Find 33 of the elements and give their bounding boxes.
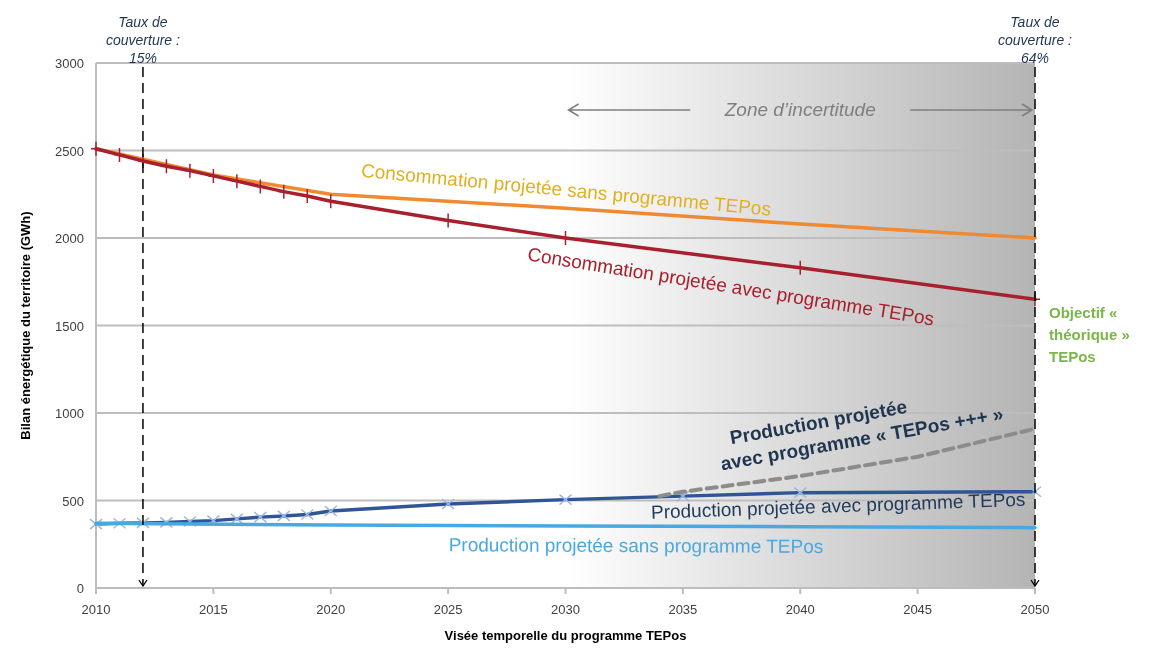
x-tick-label: 2010 (81, 602, 111, 617)
x-tick-label: 2045 (903, 602, 933, 617)
x-tick-label: 2015 (198, 602, 228, 617)
text: Production projetée avec programme « TEPos +++ » (718, 395, 1005, 475)
point (113, 147, 126, 163)
y-tick-label: 2500 (55, 143, 84, 159)
series-label: Production projetée avec programme TEPos (650, 488, 1026, 523)
x-tick-label: 2025 (433, 602, 463, 617)
y-tick-label: 1000 (55, 406, 84, 421)
band-label: Zone d’incertitude (723, 99, 876, 120)
point (442, 212, 454, 229)
y-tick-label: 0 (76, 581, 84, 596)
point (207, 168, 220, 184)
y-tick-label: 1500 (55, 318, 84, 334)
series-label: Production projetée sans programme TEPos (448, 534, 824, 558)
text: Objectif « théorique » TEPos (1049, 304, 1130, 365)
x-tick-label: 2035 (668, 602, 698, 617)
point (254, 178, 267, 195)
x-tick-label: 2050 (1020, 602, 1050, 617)
annotation: Taux de couverture : 15% (105, 14, 181, 66)
point (231, 173, 243, 189)
x-tick-label: 2020 (316, 602, 346, 617)
x-tick-label: 2040 (785, 602, 815, 617)
y-tick-label: 500 (62, 493, 84, 509)
y-tick-label: 2000 (55, 231, 84, 246)
y-axis-title: Bilan énergétique du territoire (GWh) (18, 211, 33, 440)
point (90, 141, 102, 157)
text: Consommation projetée sans programme TEPos (360, 159, 772, 220)
x-tick-label: 2030 (551, 602, 580, 617)
annotation: Taux de couverture : 64% (998, 14, 1073, 66)
x-axis-title: Visée temporelle du programme TEPos (444, 628, 687, 643)
y-tick-label: 3000 (55, 56, 84, 71)
point (301, 188, 314, 204)
